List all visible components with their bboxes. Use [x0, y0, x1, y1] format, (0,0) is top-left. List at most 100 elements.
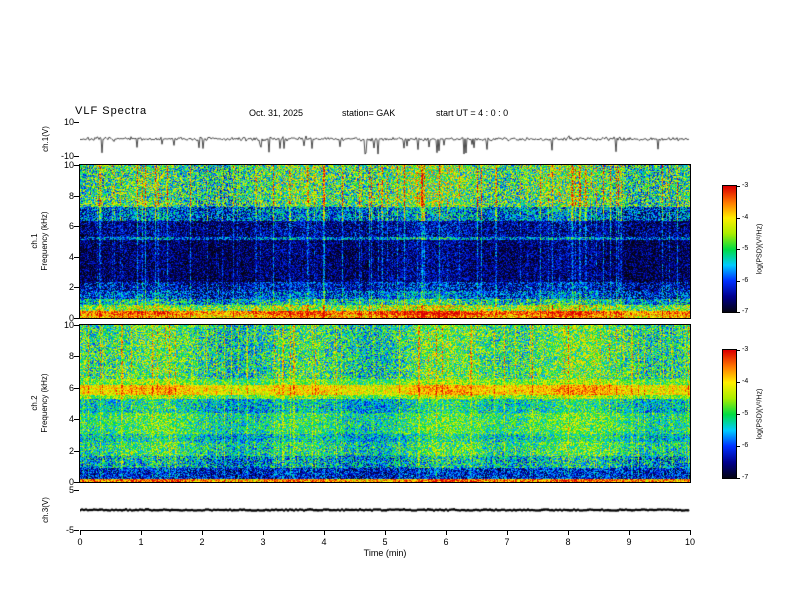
x-tick-mark [629, 530, 630, 535]
colorbar-tick-label: -7 [742, 308, 749, 315]
colorbar1-canvas [723, 186, 736, 312]
colorbar-tick-label: -6 [742, 442, 749, 449]
y-tick-mark [74, 156, 79, 157]
y-tick-mark [74, 256, 79, 258]
y-tick-label: 10 [63, 117, 74, 127]
y-tick-label: 0 [68, 313, 74, 323]
y-tick-mark [74, 122, 79, 123]
date-label: Oct. 31, 2025 [249, 108, 304, 118]
colorbar-tick-label: -4 [742, 213, 749, 221]
x-tick-mark [141, 530, 142, 535]
colorbar-tick-mark [736, 446, 740, 447]
x-axis-title: Time (min) [363, 548, 407, 558]
y-tick-label: 4 [68, 251, 74, 262]
colorbar-tick-mark [736, 217, 740, 219]
colorbar1-label: log(PSD)(V²/Hz) [756, 223, 764, 275]
y-tick-mark [74, 195, 79, 197]
ch2-spectrogram-canvas [80, 325, 690, 482]
y-tick-mark [74, 482, 79, 483]
ch1-label-line2: Frequency (kHz) [40, 211, 49, 271]
colorbar2-label: log(PSD)(V²/Hz) [756, 388, 764, 440]
ch1-spectrogram-canvas [80, 165, 690, 318]
x-tick-mark [80, 530, 81, 535]
y-tick-mark [74, 450, 79, 452]
x-tick-label: 7 [504, 537, 510, 547]
y-tick-mark [74, 490, 79, 491]
y-tick-mark [74, 356, 79, 358]
x-tick-label: 0 [77, 537, 83, 547]
x-tick-label: 10 [684, 537, 695, 547]
colorbar-tick-label: -7 [742, 474, 749, 481]
colorbar-tick-mark [736, 478, 740, 479]
x-tick-label: 4 [321, 537, 327, 547]
figure-title: VLF Spectra [75, 105, 148, 117]
x-tick-label: 3 [260, 537, 266, 547]
y-tick-label: 10 [63, 160, 74, 170]
y-tick-mark [74, 387, 79, 389]
y-tick-label: 2 [68, 282, 74, 293]
x-tick-mark [690, 530, 691, 535]
ch1-waveform-canvas [80, 122, 690, 156]
ch2-spectrogram-frame [79, 324, 691, 483]
colorbar-tick-mark [736, 350, 740, 351]
ch3-waveform-canvas [80, 490, 690, 530]
x-tick-mark [263, 530, 264, 535]
y-tick-label: 6 [68, 382, 74, 393]
x-tick-label: 9 [626, 537, 632, 547]
x-tick-label: 1 [138, 537, 144, 547]
ch2-label-line2: Frequency (kHz) [40, 373, 49, 433]
ch1-spectrogram-frame [79, 164, 691, 319]
y-tick-mark [74, 419, 79, 421]
y-tick-label: 8 [68, 190, 74, 201]
colorbar2-canvas [723, 350, 736, 478]
x-tick-label: 6 [443, 537, 449, 547]
y-tick-mark [74, 226, 79, 228]
x-tick-mark [568, 530, 569, 535]
x-tick-mark [324, 530, 325, 535]
colorbar-tick-label: -3 [742, 346, 749, 353]
colorbar-tick-mark [736, 414, 740, 415]
y-tick-label: 8 [68, 351, 74, 362]
start-ut-label: start UT = 4 : 0 : 0 [436, 108, 509, 118]
x-tick-mark [385, 530, 386, 535]
colorbar-tick-mark [736, 280, 740, 282]
x-tick-label: 8 [565, 537, 571, 547]
ch2-label-line1: ch.2 [30, 395, 39, 411]
ch1-label-line1: ch.1 [30, 233, 39, 249]
y-tick-mark [74, 325, 79, 326]
colorbar-tick-mark [736, 312, 740, 313]
y-tick-mark [74, 287, 79, 289]
x-tick-mark [202, 530, 203, 535]
y-tick-label: 10 [63, 320, 74, 330]
y-tick-mark [74, 530, 79, 531]
y-tick-label: -5 [65, 525, 74, 535]
colorbar-tick-label: -3 [742, 182, 749, 189]
x-tick-label: 2 [199, 537, 205, 547]
station-label: station= GAK [342, 108, 396, 118]
colorbar-tick-mark [736, 249, 740, 250]
y-tick-mark [74, 165, 79, 166]
y-tick-label: 6 [68, 221, 74, 232]
colorbar-tick-label: -5 [742, 245, 749, 252]
colorbar-tick-mark [736, 382, 740, 383]
y-tick-label: 2 [68, 445, 74, 456]
colorbar-tick-label: -6 [742, 276, 749, 284]
colorbar-tick-label: -4 [742, 378, 749, 385]
y-tick-label: -10 [60, 151, 74, 161]
ch1-waveform-ylabel: ch.1(V) [41, 126, 50, 152]
colorbar2-frame [722, 349, 737, 479]
y-tick-label: 4 [68, 414, 74, 425]
colorbar-tick-label: -5 [742, 410, 749, 417]
colorbar1-frame [722, 185, 737, 313]
ch3-waveform-ylabel: ch.3(V) [41, 497, 50, 523]
ch2-spectrogram-ylabel: ch.2 Frequency (kHz) [30, 373, 50, 432]
ch1-spectrogram-ylabel: ch.1 Frequency (kHz) [30, 211, 50, 270]
x-tick-mark [446, 530, 447, 535]
colorbar-tick-mark [736, 186, 740, 187]
x-tick-mark [507, 530, 508, 535]
y-tick-mark [74, 318, 79, 319]
y-tick-label: 5 [68, 485, 74, 495]
x-tick-label: 5 [382, 537, 388, 547]
y-tick-label: 0 [68, 477, 74, 487]
